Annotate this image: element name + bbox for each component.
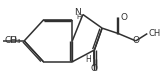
Text: O: O bbox=[132, 36, 139, 45]
Text: O: O bbox=[91, 64, 98, 73]
Text: H: H bbox=[85, 55, 91, 64]
Text: N: N bbox=[75, 8, 81, 17]
Text: O: O bbox=[9, 36, 16, 45]
Text: CH₂CH₃: CH₂CH₃ bbox=[149, 29, 160, 38]
Text: CH₃: CH₃ bbox=[5, 36, 21, 45]
Text: H: H bbox=[76, 14, 81, 20]
Text: O: O bbox=[121, 13, 128, 22]
